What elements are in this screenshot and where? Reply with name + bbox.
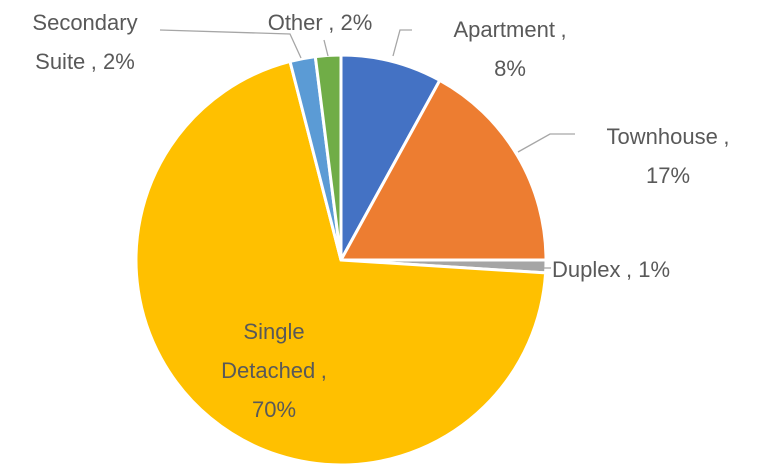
value-label: 2% [103,49,135,74]
separator: , [90,49,97,74]
leader-line [392,29,412,57]
pie-slice [338,78,548,262]
category-name: Apartment [453,17,555,42]
pie-slice [134,59,548,466]
value-label: 17% [645,163,691,188]
separator: , [625,257,633,282]
data-label: Single Detached, 70% [204,312,344,429]
data-label: Duplex, 1% [552,250,762,289]
separator: , [320,358,327,383]
leader-line [517,133,575,153]
category-name: Duplex [552,257,621,282]
value-label: 8% [494,56,526,81]
category-name: Secondary Suite [32,10,138,74]
value-label: 70% [251,397,297,422]
value-label: 2% [340,10,373,35]
pie-slice [339,53,442,261]
separator: , [723,124,730,149]
data-label: Apartment, 8% [435,10,585,88]
separator: , [328,10,335,35]
category-name: Townhouse [606,124,718,149]
data-label: Secondary Suite, 2% [5,3,165,81]
leader-line [323,39,329,57]
data-label: Other, 2% [235,3,405,42]
leader-line [159,29,302,59]
data-label: Townhouse, 17% [583,117,753,195]
separator: , [560,17,567,42]
category-name: Other [267,10,323,35]
value-label: 1% [638,257,671,282]
category-name: Single Detached [221,319,316,383]
